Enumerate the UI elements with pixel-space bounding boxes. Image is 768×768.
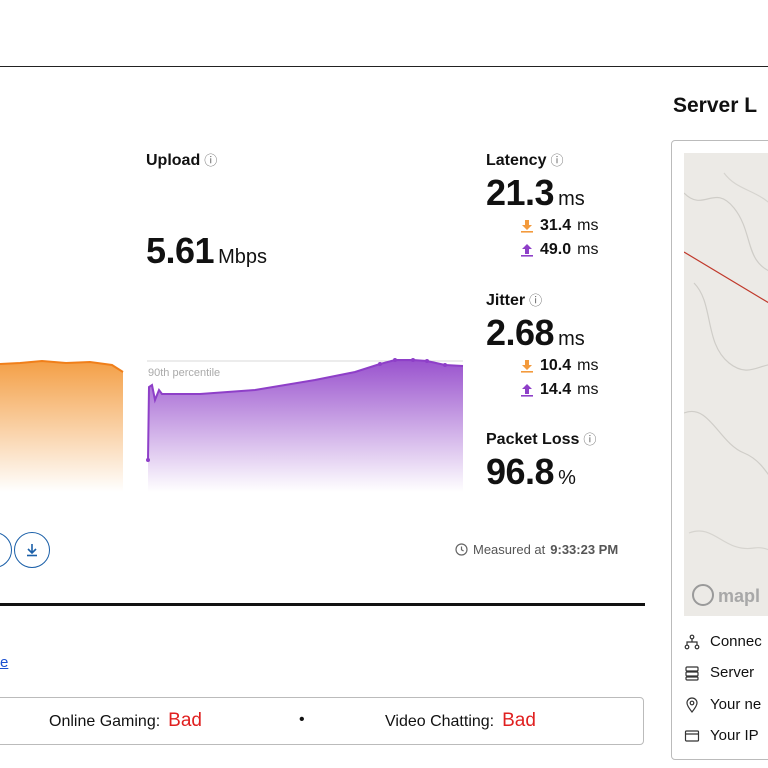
server-map[interactable]: mapl: [684, 153, 768, 616]
download-arrow-icon: [521, 220, 533, 233]
download-results-button[interactable]: [14, 532, 50, 568]
info-icon[interactable]: ⓘ: [204, 153, 218, 168]
share-button[interactable]: [0, 532, 12, 568]
learn-more-link[interactable]: e: [0, 654, 9, 671]
upload-label: Upload: [146, 152, 201, 169]
clock-icon: [455, 543, 468, 556]
packet-loss-label: Packet Loss: [486, 431, 580, 448]
latency-upload-row: 49.0 ms: [520, 241, 598, 259]
network-icon: [684, 634, 700, 649]
latency-value-row: 21.3 ms: [486, 172, 585, 214]
packet-loss-unit: %: [558, 467, 576, 489]
upload-arrow-icon: [521, 244, 533, 257]
jitter-download-unit: ms: [577, 357, 599, 374]
network-quality-bar: Online Gaming: Bad • Video Chatting: Bad: [0, 697, 644, 745]
upload-value: 5.61: [146, 230, 215, 271]
upload-area: [148, 360, 463, 492]
jitter-upload-unit: ms: [577, 381, 599, 398]
legend-ip-label: Your IP: [710, 727, 759, 744]
server-location-card: mapl Connec Server Your ne Your IP: [671, 140, 768, 760]
server-location-title: Server L: [673, 94, 758, 117]
upload-line: [147, 359, 464, 461]
video-chatting-label: Video Chatting:: [385, 713, 495, 730]
separator-dot: •: [299, 711, 305, 728]
legend-connections: Connec: [684, 633, 762, 650]
server-icon: [685, 665, 699, 681]
legend-network: Your ne: [684, 696, 761, 713]
upload-unit: Mbps: [218, 246, 267, 268]
latency-download-value: 31.4: [540, 217, 572, 234]
legend-ip: Your IP: [684, 727, 759, 744]
measured-prefix: Measured at: [473, 542, 546, 557]
upload-arrow-icon: [521, 384, 533, 397]
info-icon[interactable]: ⓘ: [550, 153, 564, 168]
online-gaming-score: Online Gaming: Bad: [49, 710, 202, 732]
jitter-upload-value: 14.4: [540, 381, 572, 398]
top-divider: [0, 66, 768, 67]
upload-value-row: 5.61 Mbps: [146, 230, 267, 272]
latency-unit: ms: [558, 188, 585, 210]
info-icon[interactable]: ⓘ: [529, 293, 543, 308]
connection-line: [684, 251, 768, 304]
jitter-upload-row: 14.4 ms: [520, 381, 598, 399]
latency-header: Latency ⓘ: [486, 150, 563, 170]
latency-value: 21.3: [486, 172, 555, 213]
legend-server-label: Server: [710, 664, 755, 681]
map-logo: mapl: [692, 584, 760, 606]
upload-chart: 90th percentile: [146, 358, 464, 492]
measured-time: 9:33:23 PM: [550, 542, 619, 557]
packet-loss-value: 96.8: [486, 451, 555, 492]
location-pin-icon: [686, 696, 698, 713]
section-divider: [0, 603, 645, 606]
packet-loss-value-row: 96.8%: [486, 451, 576, 493]
online-gaming-label: Online Gaming:: [49, 713, 161, 730]
download-chart: [0, 359, 124, 492]
info-icon[interactable]: ⓘ: [583, 432, 597, 447]
jitter-download-value: 10.4: [540, 357, 572, 374]
video-chatting-value: Bad: [502, 710, 536, 731]
upload-header: Upload ⓘ: [146, 150, 217, 170]
online-gaming-value: Bad: [168, 710, 202, 731]
legend-connections-label: Connec: [710, 633, 762, 650]
download-arrow-icon: [521, 360, 533, 373]
measured-at: Measured at 9:33:23 PM: [455, 542, 618, 557]
download-line: [0, 359, 124, 373]
video-chatting-score: Video Chatting: Bad: [385, 710, 536, 732]
latency-upload-unit: ms: [577, 241, 599, 258]
jitter-download-row: 10.4 ms: [520, 357, 598, 375]
map-terrain: mapl: [684, 172, 768, 606]
download-area: [0, 361, 123, 492]
latency-label: Latency: [486, 152, 547, 169]
download-icon: [27, 544, 37, 557]
jitter-unit: ms: [558, 328, 585, 350]
jitter-header: Jitter ⓘ: [486, 290, 542, 310]
latency-upload-value: 49.0: [540, 241, 572, 258]
jitter-value-row: 2.68 ms: [486, 312, 585, 354]
jitter-value: 2.68: [486, 312, 555, 353]
map-attribution: mapl: [718, 586, 760, 606]
packet-loss-header: Packet Loss ⓘ: [486, 429, 596, 449]
ip-card-icon: [684, 729, 700, 742]
legend-server: Server: [684, 664, 754, 681]
percentile-label: 90th percentile: [148, 367, 220, 379]
latency-download-unit: ms: [577, 217, 599, 234]
latency-download-row: 31.4 ms: [520, 217, 598, 235]
jitter-label: Jitter: [486, 292, 526, 309]
legend-network-label: Your ne: [710, 696, 762, 713]
